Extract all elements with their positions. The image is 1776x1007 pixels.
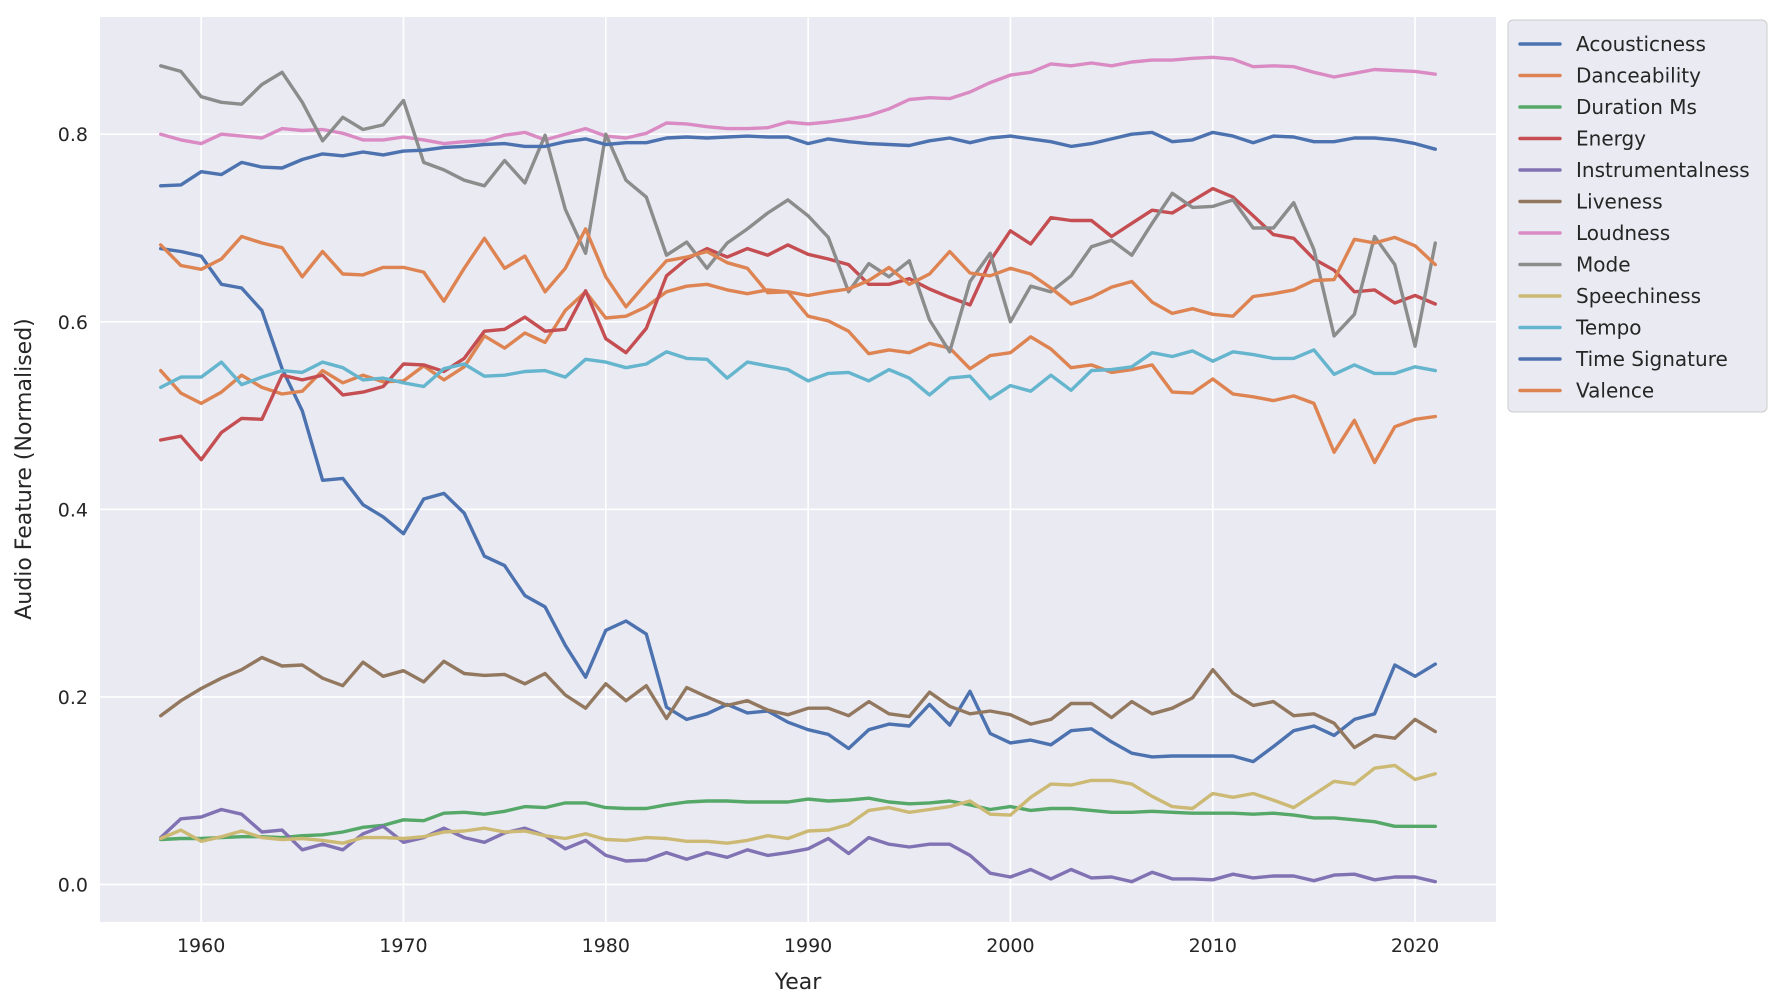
series-line-time-signature — [158, 130, 1438, 188]
legend-label: Mode — [1576, 253, 1631, 277]
legend-label: Time Signature — [1575, 347, 1728, 371]
series-lines — [158, 55, 1438, 884]
x-tick-label: 1990 — [784, 935, 832, 957]
series-line-instrumentalness — [158, 807, 1438, 884]
x-tick-label: 1960 — [177, 935, 225, 957]
legend-label: Valence — [1576, 379, 1654, 403]
legend-label: Duration Ms — [1576, 95, 1697, 119]
y-tick-label: 0.0 — [58, 874, 88, 896]
series-line-valence — [158, 227, 1438, 318]
y-tick-label: 0.2 — [58, 687, 88, 709]
series-line-tempo — [158, 348, 1438, 401]
series-line-mode — [158, 64, 1438, 354]
y-tick-label: 0.6 — [58, 312, 88, 334]
grid-lines — [100, 17, 1496, 922]
series-line-liveness — [158, 655, 1438, 750]
y-axis-label: Audio Feature (Normalised) — [12, 318, 37, 620]
legend-label: Energy — [1576, 127, 1646, 151]
series-line-acousticness — [158, 246, 1438, 764]
legend-label: Acousticness — [1576, 32, 1706, 56]
legend-frame — [1507, 19, 1768, 413]
x-axis-label: Year — [774, 970, 823, 995]
y-tick-label: 0.8 — [58, 124, 88, 146]
x-tick-label: 2020 — [1391, 935, 1439, 957]
legend-label: Loudness — [1576, 221, 1670, 245]
series-line-energy — [158, 186, 1438, 462]
x-tick-label: 1970 — [379, 935, 427, 957]
plot-background — [100, 17, 1496, 922]
legend-label: Danceability — [1576, 64, 1701, 88]
x-tick-label: 2000 — [986, 935, 1034, 957]
legend: Acousticness Danceability Duration Ms Energ… — [1507, 19, 1768, 413]
legend-label: Instrumentalness — [1576, 158, 1750, 182]
x-tick-label: 1980 — [582, 935, 630, 957]
legend-label: Speechiness — [1576, 284, 1701, 308]
x-tick-label: 2010 — [1189, 935, 1237, 957]
tick-labels: 1960 1970 1980 1990 2000 2010 2020 0.0 0.2 0.4 0.6… — [58, 124, 1439, 957]
legend-label: Liveness — [1576, 190, 1663, 214]
y-tick-label: 0.4 — [58, 499, 88, 521]
series-line-loudness — [158, 55, 1438, 146]
legend-label: Tempo — [1575, 316, 1642, 340]
series-line-duration-ms — [158, 796, 1438, 842]
series-line-speechiness — [158, 763, 1438, 845]
